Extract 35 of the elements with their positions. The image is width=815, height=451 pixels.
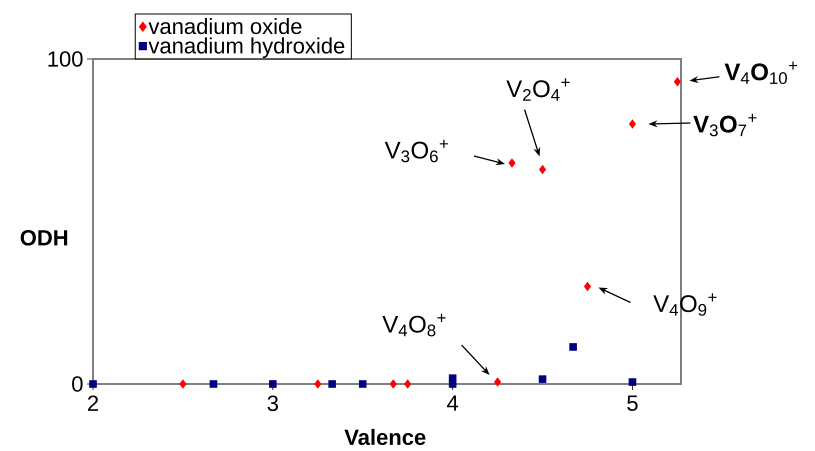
point <box>584 282 592 292</box>
annotation: V$_{4}$O$_{8}$+ <box>382 314 446 336</box>
point <box>314 379 322 389</box>
point <box>508 158 516 168</box>
point <box>210 380 218 388</box>
y-axis-title: ODH <box>20 230 68 246</box>
point <box>328 380 336 388</box>
x-tick-label: 5 <box>627 396 638 411</box>
point <box>494 377 502 387</box>
legend-label: vanadium oxide <box>148 18 302 34</box>
annotation: V$_{4}$O$_{10}$+ <box>724 61 798 84</box>
point <box>538 164 546 174</box>
point <box>89 380 97 388</box>
point <box>358 380 367 388</box>
y-tick-label: 100 <box>48 51 83 67</box>
x-axis-title: Valence <box>344 428 426 446</box>
annotation: V$_{3}$O$_{6}$+ <box>384 140 448 162</box>
annotation: V$_{2}$O$_{4}$+ <box>506 78 570 101</box>
point <box>390 379 397 389</box>
point <box>269 380 277 388</box>
y-tick-label: 0 <box>72 376 83 392</box>
x-tick-label: 3 <box>268 396 278 412</box>
annotation: V$_{4}$O$_{9}$+ <box>653 293 717 316</box>
point <box>628 378 636 386</box>
legend-label: vanadium hydroxide <box>148 37 344 58</box>
point <box>448 374 456 382</box>
point <box>674 77 681 86</box>
point <box>404 379 412 389</box>
x-tick-label: 4 <box>447 396 458 411</box>
point <box>628 119 636 129</box>
annotation: V$_{3}$O$_{7}$+ <box>693 114 756 136</box>
point <box>538 375 546 383</box>
x-tick-label: 2 <box>88 396 98 411</box>
point <box>569 343 577 351</box>
point <box>179 379 186 389</box>
